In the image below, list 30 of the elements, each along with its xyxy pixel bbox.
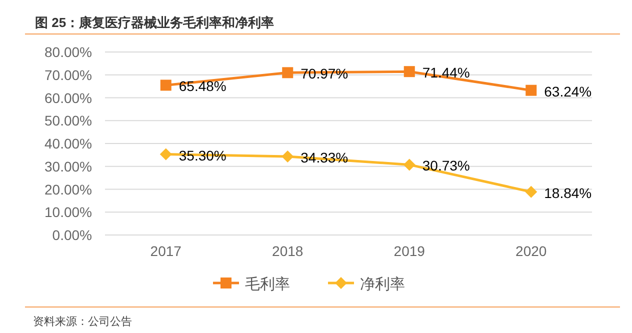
point	[160, 80, 172, 91]
x-tick-label: 2020	[516, 243, 547, 259]
data-label: 65.48%	[178, 78, 226, 94]
chart-title: 图 25：康复医疗器械业务毛利率和净利率	[35, 15, 274, 30]
y-tick-label: 10.00%	[44, 204, 92, 220]
x-tick-label: 2018	[272, 243, 304, 259]
x-tick-label: 2019	[394, 243, 426, 259]
data-label: 18.84%	[544, 184, 592, 201]
y-tick-label: 30.00%	[44, 158, 92, 174]
data-label: 63.24%	[544, 83, 592, 100]
x-tick-label: 2017	[150, 243, 182, 259]
y-tick-label: 60.00%	[44, 90, 92, 106]
data-label: 71.44%	[422, 64, 470, 81]
point	[160, 148, 172, 160]
y-tick-label: 50.00%	[44, 112, 92, 129]
point	[525, 186, 538, 198]
point	[403, 158, 416, 171]
text: 资料来源：公司公告	[33, 315, 132, 328]
point	[404, 66, 415, 78]
legend-label: 净利率	[360, 276, 405, 293]
legend-label: 毛利率	[245, 276, 290, 293]
y-tick-label: 40.00%	[44, 136, 92, 152]
y-tick-label: 20.00%	[44, 181, 92, 198]
y-tick-label: 70.00%	[44, 66, 92, 83]
y-tick-label: 80.00%	[44, 44, 92, 60]
data-label: 30.73%	[422, 158, 470, 174]
y-tick-label: 0.00%	[52, 227, 92, 243]
point	[282, 150, 294, 162]
point	[282, 67, 294, 78]
point	[526, 84, 537, 96]
